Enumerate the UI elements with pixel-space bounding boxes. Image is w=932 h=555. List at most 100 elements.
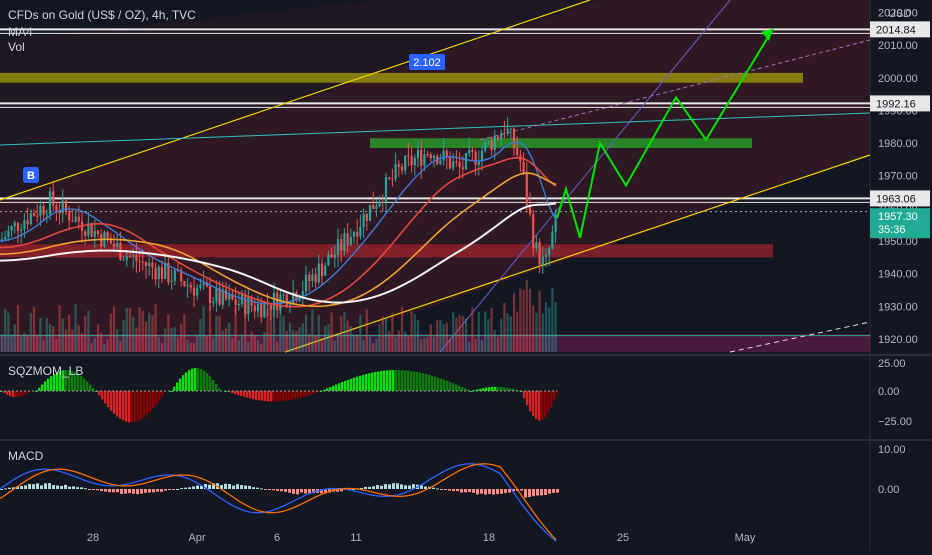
sqz-bar <box>261 391 264 401</box>
candle <box>375 206 378 209</box>
macd-bar <box>124 489 127 494</box>
sqz-bar <box>476 389 479 391</box>
macd-bar <box>28 484 31 489</box>
sqz-bar <box>3 391 6 393</box>
macd-bar <box>220 485 223 489</box>
macd-bar <box>248 485 251 489</box>
volume-bar <box>304 314 308 352</box>
volume-bar <box>164 328 167 352</box>
low-zone <box>0 334 870 352</box>
macd-bar <box>488 489 491 494</box>
dashed-support-line <box>729 321 871 353</box>
macd-bar <box>48 483 51 489</box>
volume-bar <box>276 341 279 352</box>
sqz-bar <box>440 378 443 391</box>
level-price-tag: 2014.84 <box>876 24 916 36</box>
sqz-bar <box>225 391 228 392</box>
currency-label[interactable]: USD <box>888 8 912 20</box>
candle <box>68 211 71 221</box>
macd-bar <box>212 483 215 489</box>
x-tick-label: 25 <box>617 532 629 544</box>
volume-bar <box>167 314 170 352</box>
y-tick-label: 2000.00 <box>878 73 918 85</box>
volume-bar <box>490 307 493 352</box>
macd-tick-label: 0.00 <box>878 484 899 496</box>
candle <box>455 161 458 163</box>
sqz-bar <box>386 370 389 391</box>
volume-bar <box>122 319 125 352</box>
candle <box>336 239 340 255</box>
candle <box>298 298 301 302</box>
sqzmom-panel-label[interactable]: SQZMOM_LB <box>8 364 84 378</box>
candle <box>301 291 304 299</box>
volume-bar <box>106 339 109 352</box>
volume-bar <box>16 305 20 352</box>
candle <box>551 232 554 249</box>
volume-bar <box>298 327 301 352</box>
candle <box>384 177 388 203</box>
sqz-bar <box>110 391 113 411</box>
sqz-bar <box>413 371 416 391</box>
macd-panel-label[interactable]: MACD <box>8 449 44 463</box>
sqz-bar <box>119 391 122 419</box>
sqz-bar <box>532 391 535 417</box>
ma-blue-line <box>0 141 557 305</box>
candle <box>151 262 154 268</box>
sqz-bar <box>68 370 71 391</box>
macd-bar <box>60 485 63 489</box>
volume-bar <box>346 320 349 352</box>
macd-bar <box>232 485 235 489</box>
volume-indicator-label[interactable]: Vol <box>8 40 25 54</box>
volume-bar <box>397 330 400 352</box>
supply-zone <box>0 72 803 83</box>
macd-bar <box>360 487 363 489</box>
sqz-bar <box>309 391 312 395</box>
macd-bar <box>228 483 231 489</box>
candle <box>535 242 538 248</box>
sqz-bar <box>553 391 556 401</box>
candle <box>359 226 362 237</box>
volume-bar <box>183 314 186 352</box>
volume-bar <box>151 315 154 352</box>
candle <box>269 304 272 310</box>
sqz-bar <box>482 388 485 391</box>
macd-bar <box>112 489 115 493</box>
ma-indicator-label[interactable]: MA4 <box>8 25 33 39</box>
sqz-bar <box>473 390 476 392</box>
sqz-bar <box>538 391 541 421</box>
candle <box>295 292 298 302</box>
volume-bar <box>493 329 496 352</box>
candle <box>487 140 490 142</box>
volume-bar <box>160 343 164 352</box>
volume-bar <box>538 290 541 352</box>
candle <box>106 231 109 239</box>
sqz-bar <box>237 391 240 396</box>
volume-bar <box>180 323 183 352</box>
macd-bar <box>372 486 375 489</box>
candle <box>135 255 138 262</box>
candle <box>87 223 90 236</box>
volume-bar <box>548 307 551 352</box>
macd-bar <box>476 489 479 495</box>
candle <box>7 230 10 238</box>
macd-bar <box>412 484 415 489</box>
macd-bar <box>456 489 459 492</box>
sqz-bar <box>389 370 392 391</box>
candle <box>445 150 448 158</box>
macd-bar <box>484 489 487 495</box>
sqz-bar <box>431 375 434 391</box>
volume-bar <box>10 334 13 352</box>
candle <box>167 262 170 283</box>
sqz-bar <box>523 391 526 399</box>
sqz-bar <box>228 391 231 393</box>
macd-bar <box>156 489 159 492</box>
sqz-bar <box>152 391 155 409</box>
sqz-bar <box>140 391 143 420</box>
macd-bar <box>400 484 403 489</box>
signal-badge-bg <box>23 167 39 183</box>
macd-bar <box>520 489 523 491</box>
volume-bar <box>512 293 516 352</box>
macd-bar <box>376 485 379 489</box>
